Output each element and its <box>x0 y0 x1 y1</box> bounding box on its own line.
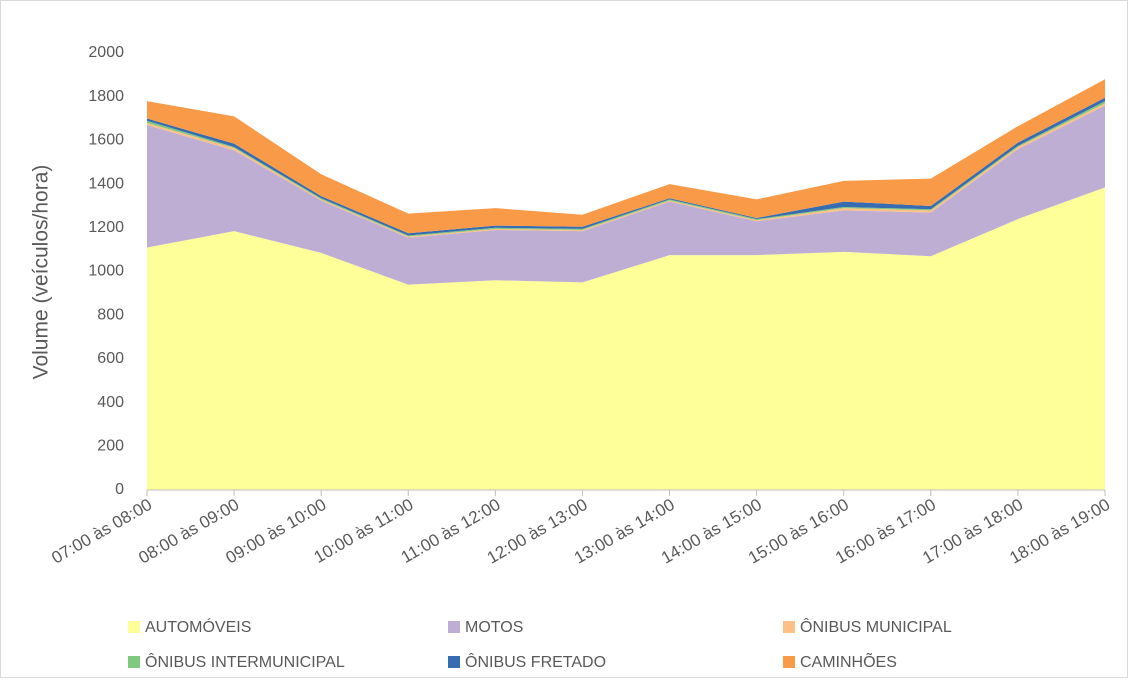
y-tick-label: 600 <box>97 350 124 367</box>
legend-label: CAMINHÕES <box>800 651 897 671</box>
legend-label: AUTOMÓVEIS <box>145 617 251 636</box>
y-tick-label: 800 <box>97 306 124 323</box>
legend-swatch <box>783 621 795 633</box>
area <box>147 187 1105 490</box>
legend-swatch <box>128 621 140 633</box>
y-tick-label: 200 <box>97 438 124 455</box>
y-axis-label: Volume (veículos/hora) <box>30 165 53 380</box>
y-tick-label: 1000 <box>88 263 124 280</box>
legend-swatch <box>448 621 460 633</box>
area <box>147 79 1105 234</box>
legend-label: MOTOS <box>465 619 523 636</box>
legend-label: ÔNIBUS MUNICIPAL <box>800 617 952 636</box>
y-tick-label: 400 <box>97 394 124 411</box>
y-tick-label: 1600 <box>88 132 124 149</box>
legend-swatch <box>128 656 140 668</box>
legend-swatch <box>783 656 795 668</box>
y-tick-label: 2000 <box>88 44 124 61</box>
y-tick-label: 1400 <box>88 175 124 192</box>
legend-swatch <box>448 656 460 668</box>
y-tick-label: 1800 <box>88 88 124 105</box>
legend-label: ÔNIBUS FRETADO <box>465 652 606 671</box>
area <box>147 105 1105 285</box>
legend-label: ÔNIBUS INTERMUNICIPAL <box>145 652 345 671</box>
y-tick-label: 0 <box>115 481 124 498</box>
y-tick-label: 1200 <box>88 219 124 236</box>
